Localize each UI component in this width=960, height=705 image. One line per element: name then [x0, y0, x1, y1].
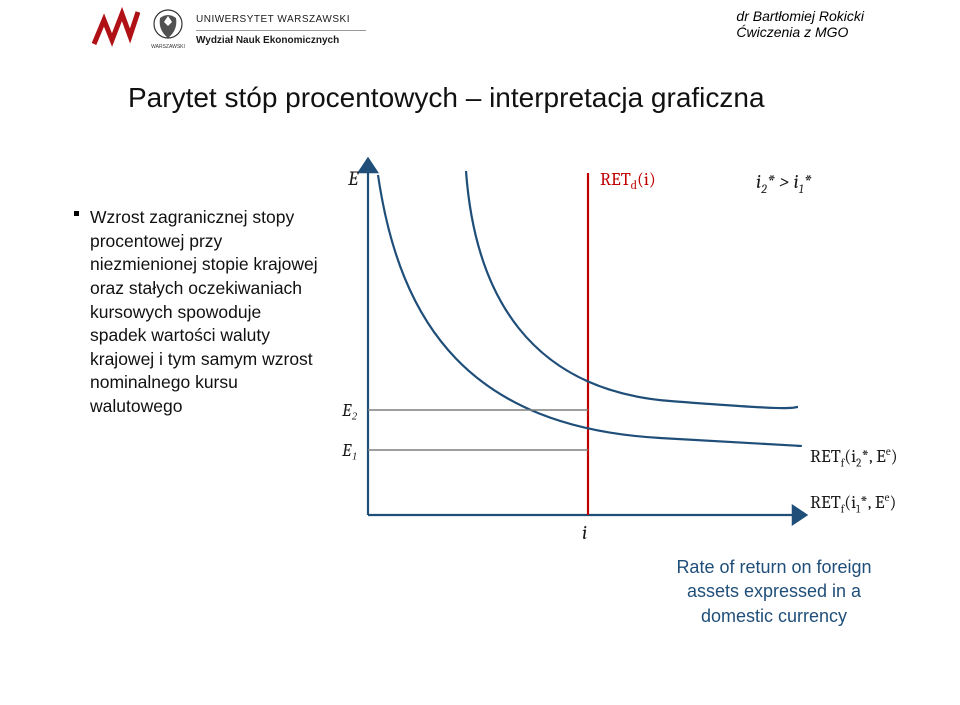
zigzag-logo-icon: [92, 6, 140, 54]
x-axis-label: i: [582, 521, 587, 544]
author-block: dr Bartłomiej Rokicki Ćwiczenia z MGO: [736, 8, 864, 40]
page-title: Parytet stóp procentowych – interpretacj…: [128, 82, 765, 114]
foreign-return-curve-upper: [466, 171, 798, 408]
retf-lower-label: RETf(i1*, Ee): [810, 491, 896, 516]
course-name: Ćwiczenia z MGO: [736, 24, 864, 40]
chart: E i E₂ E₁ RETd(i): [330, 155, 810, 565]
header: WARSZAWSKI UNIWERSYTET WARSZAWSKI Wydzia…: [0, 0, 960, 80]
domestic-return-label: RETd(i): [600, 169, 656, 192]
e1-label: E₁: [341, 440, 357, 461]
x-axis-description: Rate of return on foreign assets express…: [674, 555, 874, 628]
svg-text:WARSZAWSKI: WARSZAWSKI: [151, 44, 185, 50]
bullet-content: Wzrost zagranicznej stopy procentowej pr…: [90, 207, 318, 416]
retf-upper-label: RETf(i2*, Ee): [810, 445, 898, 470]
inequality-label: i2* > i1*: [756, 170, 811, 196]
chart-svg: E i E₂ E₁ RETd(i): [330, 155, 810, 565]
faculty-name: Wydział Nauk Ekonomicznych: [196, 34, 366, 48]
author-name: dr Bartłomiej Rokicki: [736, 8, 864, 24]
university-name: UNIWERSYTET WARSZAWSKI: [196, 13, 366, 27]
logo-group: WARSZAWSKI UNIWERSYTET WARSZAWSKI Wydzia…: [92, 6, 366, 54]
divider: [196, 30, 366, 31]
y-axis-label: E: [347, 167, 359, 190]
bullet-text: Wzrost zagranicznej stopy procentowej pr…: [90, 206, 320, 419]
e2-label: E₂: [341, 400, 357, 421]
uw-crest-icon: WARSZAWSKI: [150, 8, 186, 52]
university-text: UNIWERSYTET WARSZAWSKI Wydział Nauk Ekon…: [196, 13, 366, 47]
bullet-dot-icon: [74, 211, 79, 216]
